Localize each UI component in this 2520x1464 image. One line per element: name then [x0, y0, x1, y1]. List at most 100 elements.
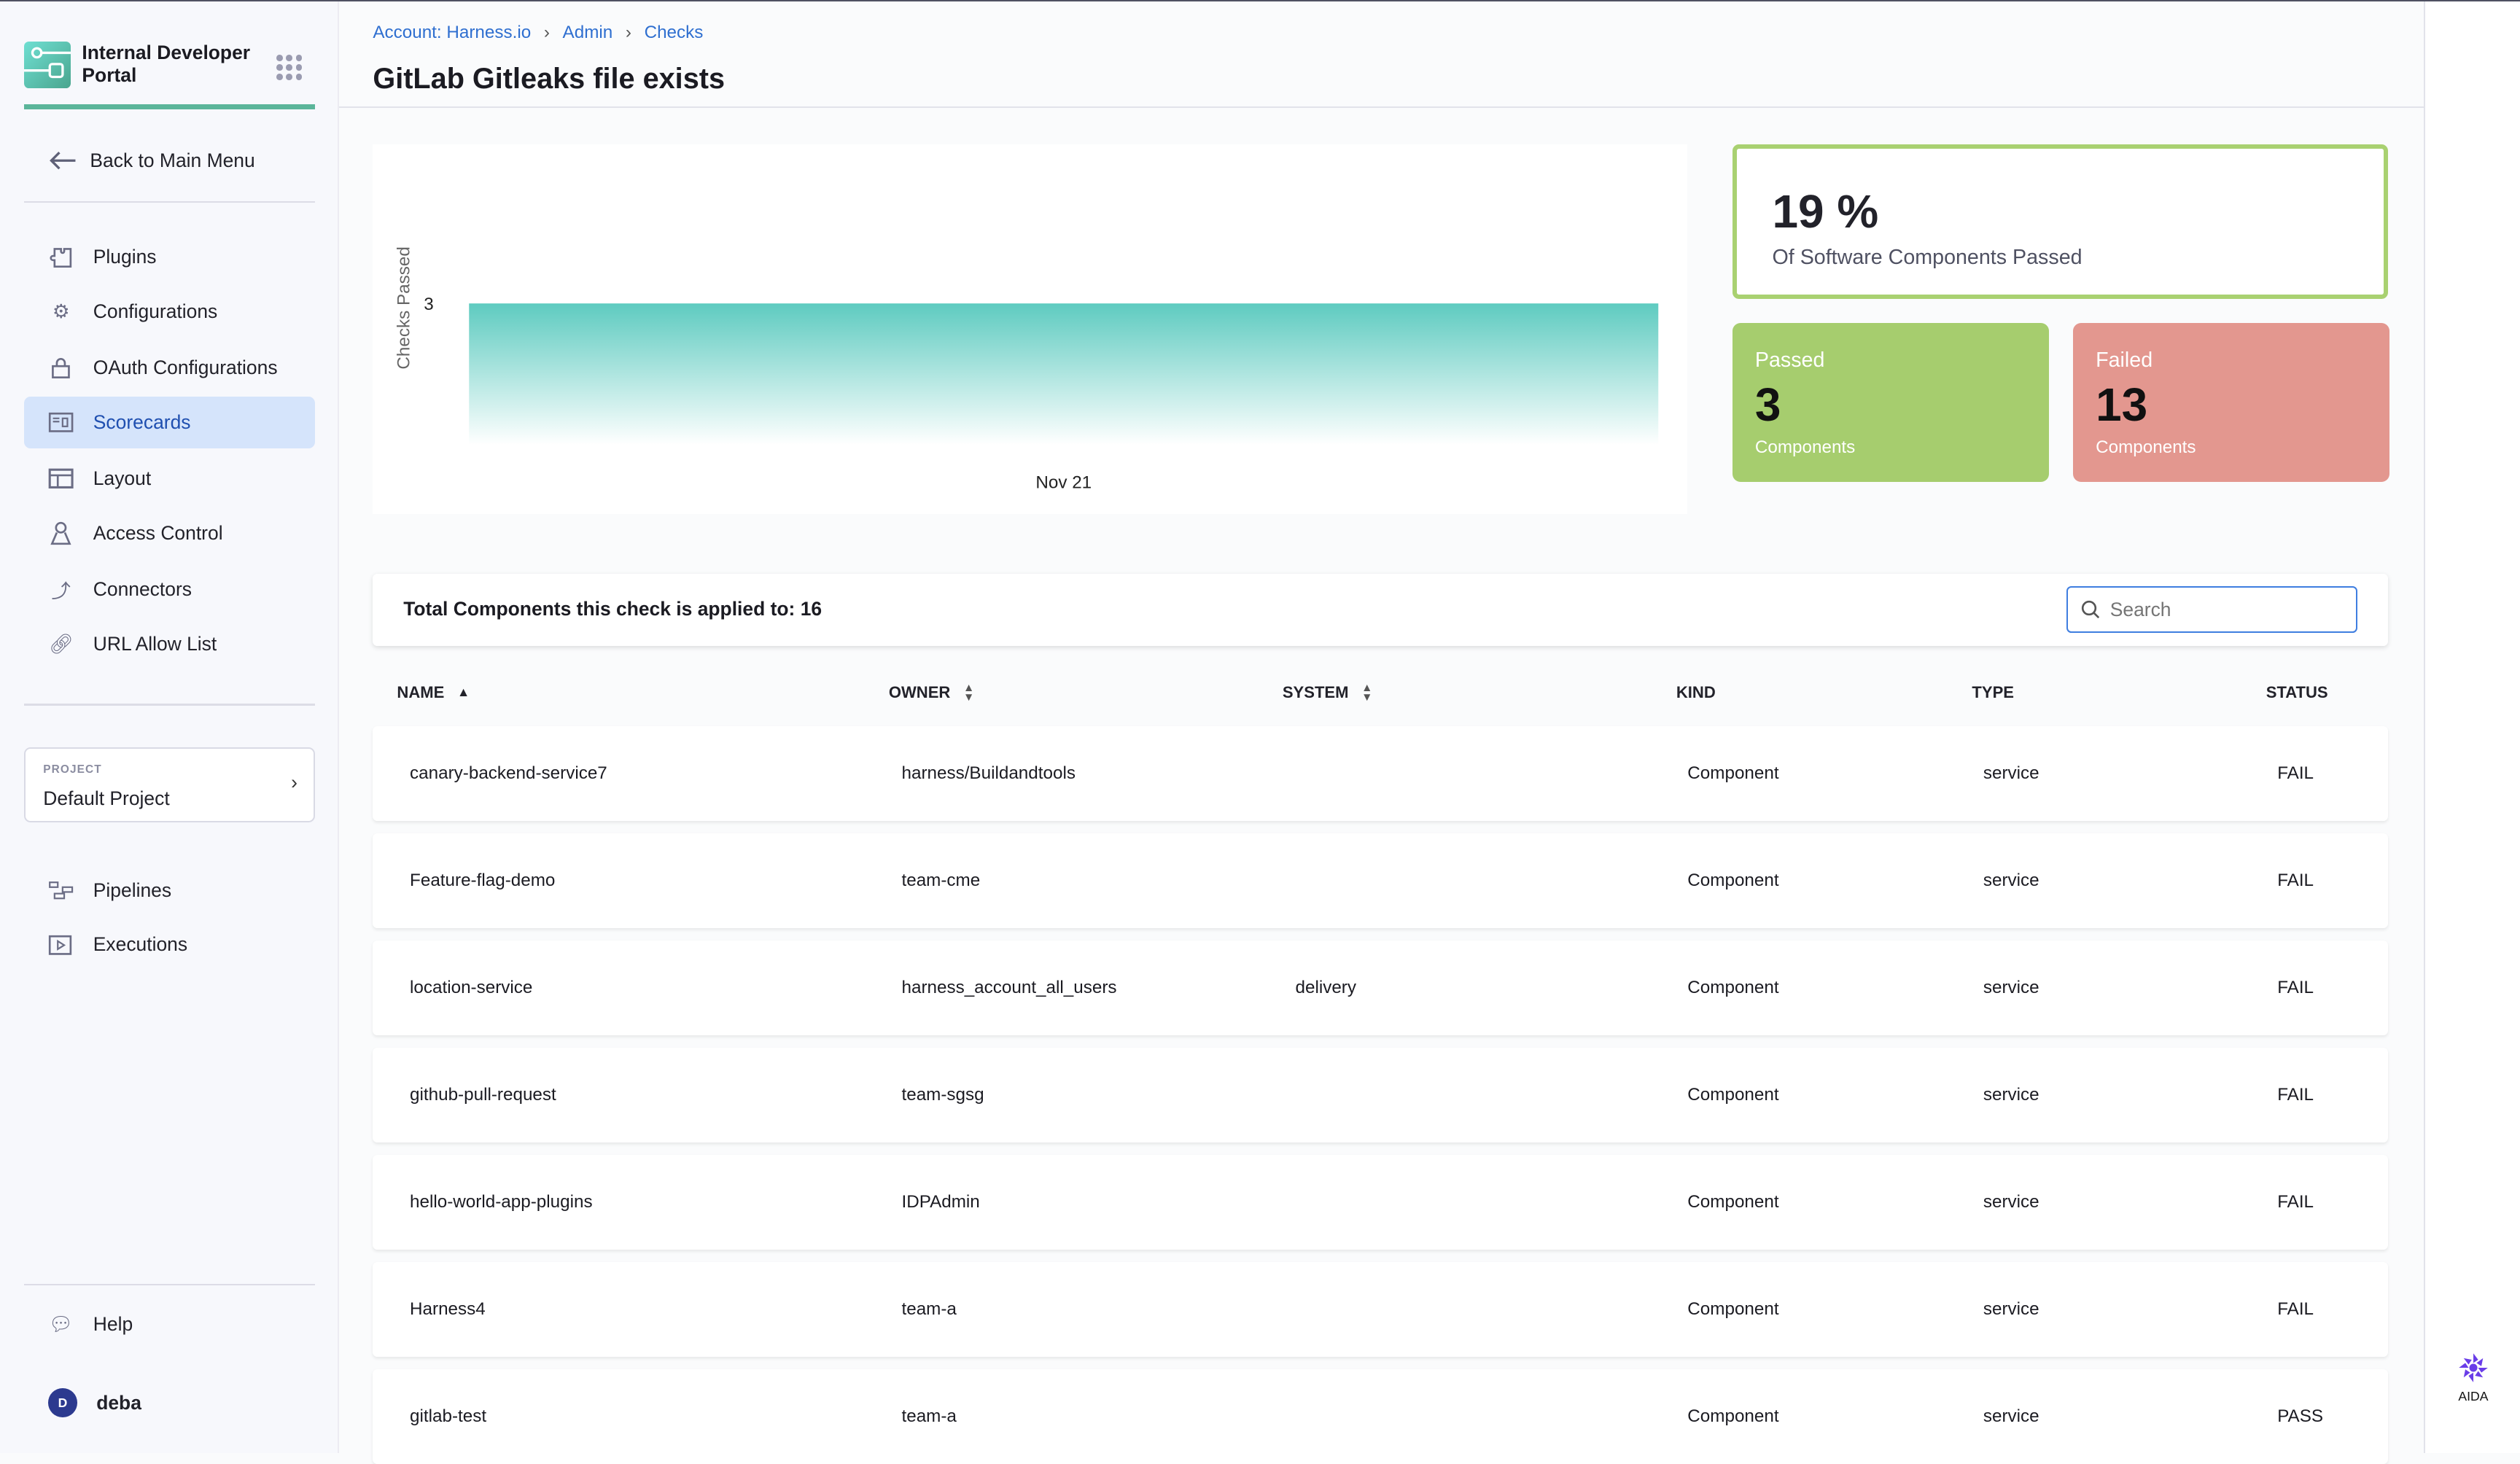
lock-icon	[48, 357, 74, 379]
aida-button[interactable]: AIDA	[2448, 1352, 2500, 1404]
cell-owner: team-sgsg	[901, 1084, 984, 1105]
cell-name: hello-world-app-plugins	[410, 1191, 593, 1212]
page-title: GitLab Gitleaks file exists	[373, 62, 726, 95]
brand-name: Internal Developer Portal	[82, 42, 251, 87]
cell-name: gitlab-test	[410, 1406, 487, 1427]
breadcrumb-checks[interactable]: Checks	[644, 22, 704, 42]
cell-kind: Component	[1687, 1084, 1779, 1105]
aida-icon	[2459, 1352, 2488, 1382]
search-box[interactable]	[2066, 586, 2358, 634]
table-row[interactable]: hello-world-app-plugins IDPAdmin Component…	[373, 1155, 2389, 1250]
table-row[interactable]: location-service harness_account_all_user…	[373, 941, 2389, 1036]
cell-name: canary-backend-service7	[410, 763, 607, 783]
cell-status: FAIL	[2277, 1299, 2314, 1319]
nav-label: Access Control	[93, 522, 223, 545]
area-series	[469, 303, 1659, 445]
divider	[24, 704, 315, 706]
search-input[interactable]	[2109, 598, 2336, 621]
right-rail: AIDA	[2423, 1, 2520, 1453]
cell-name: Feature-flag-demo	[410, 870, 556, 890]
nav-label: Executions	[93, 933, 188, 956]
cell-status: FAIL	[2277, 1084, 2314, 1105]
column-header-kind: KIND	[1676, 683, 1716, 702]
cell-owner: team-a	[901, 1299, 957, 1319]
column-header-system[interactable]: SYSTEM ▲ ▼	[1282, 682, 1372, 704]
project-selector[interactable]: PROJECT Default Project ›	[24, 747, 315, 823]
breadcrumb-account[interactable]: Account: Harness.io	[373, 22, 532, 42]
project-value: Default Project	[43, 787, 170, 809]
cell-kind: Component	[1687, 763, 1779, 783]
sidebar-item-plugins[interactable]: Plugins	[24, 231, 315, 283]
breadcrumb-admin[interactable]: Admin	[562, 22, 613, 42]
back-to-main-menu[interactable]: Back to Main Menu	[48, 149, 255, 172]
nav-label: URL Allow List	[93, 633, 217, 655]
passed-unit: Components	[1754, 437, 1856, 457]
cell-owner: team-a	[901, 1406, 957, 1427]
table-row[interactable]: gitlab-test team-a Component service PASS	[373, 1369, 2389, 1464]
cell-owner: IDPAdmin	[901, 1191, 980, 1212]
chart-svg: Checks Passed Nov 21 3	[394, 247, 1659, 493]
sidebar-item-connectors[interactable]: ⤴ Connectors	[24, 564, 315, 616]
cell-owner: harness/Buildandtools	[901, 763, 1076, 783]
sidebar-item-url-allow-list[interactable]: 🔗︎ URL Allow List	[24, 619, 315, 671]
passed-label: Passed	[1754, 349, 1825, 373]
sort-asc-icon: ▲	[456, 685, 470, 700]
nav-label: Help	[93, 1312, 133, 1335]
table-row[interactable]: Harness4 team-a Component service FAIL	[373, 1262, 2389, 1358]
failed-count: 13	[2096, 378, 2148, 431]
cell-status: FAIL	[2277, 977, 2314, 997]
column-header-type: TYPE	[1972, 683, 2014, 702]
table-toolbar: Total Components this check is applied t…	[373, 573, 2389, 647]
column-label: SYSTEM	[1282, 682, 1349, 701]
y-axis-label: Checks Passed	[394, 247, 414, 370]
link-icon: 🔗︎	[48, 633, 74, 655]
scorecard-icon	[48, 411, 74, 434]
failed-tile: Failed 13 Components	[2073, 323, 2390, 483]
search-icon	[2081, 601, 2100, 619]
divider	[24, 1284, 315, 1286]
window-top-border	[0, 0, 2520, 2]
cell-kind: Component	[1687, 1406, 1779, 1427]
chevron-right-icon: ›	[543, 22, 550, 42]
column-header-name[interactable]: NAME ▲	[397, 683, 470, 702]
execution-icon	[48, 934, 74, 957]
sidebar-item-access-control[interactable]: Access Control	[24, 507, 315, 559]
column-header-owner[interactable]: OWNER ▲ ▼	[889, 681, 975, 704]
user-name: deba	[96, 1391, 141, 1414]
cell-type: service	[1983, 1084, 2039, 1105]
passed-count: 3	[1754, 378, 1781, 431]
sidebar-item-layout[interactable]: Layout	[24, 453, 315, 505]
table-row[interactable]: canary-backend-service7 harness/Buildandt…	[373, 726, 2389, 822]
app-switcher-icon[interactable]	[276, 54, 303, 81]
breadcrumb: Account: Harness.io › Admin › Checks	[373, 23, 703, 43]
failed-unit: Components	[2096, 437, 2196, 457]
divider	[24, 200, 315, 203]
cell-type: service	[1983, 1191, 2039, 1212]
column-label: STATUS	[2266, 682, 2328, 701]
passed-tile: Passed 3 Components	[1732, 323, 2050, 483]
sidebar-item-configurations[interactable]: ⚙ Configurations	[24, 286, 315, 338]
cell-kind: Component	[1687, 870, 1779, 890]
connector-icon: ⤴	[51, 580, 71, 603]
cell-type: service	[1983, 763, 2039, 783]
cell-type: service	[1983, 870, 2039, 890]
cell-type: service	[1983, 1299, 2039, 1319]
sidebar-item-executions[interactable]: Executions	[24, 919, 315, 971]
sidebar-item-pipelines[interactable]: Pipelines	[24, 865, 315, 916]
cell-name: Harness4	[410, 1299, 486, 1319]
sidebar-item-scorecards[interactable]: Scorecards	[24, 397, 315, 448]
table-row[interactable]: Feature-flag-demo team-cme Component servic…	[373, 833, 2389, 929]
chevron-right-icon: ›	[291, 771, 298, 793]
pass-percentage-card: 19 % Of Software Components Passed	[1732, 144, 2389, 299]
sidebar-item-help[interactable]: 💬︎ Help	[24, 1298, 315, 1350]
arrow-left-icon	[50, 152, 76, 170]
nav-label: Pipelines	[93, 879, 172, 901]
column-label: NAME	[397, 682, 445, 701]
page-header: Account: Harness.io › Admin › Checks GitLa…	[339, 1, 2424, 108]
table-row[interactable]: github-pull-request team-sgsg Component ser…	[373, 1048, 2389, 1143]
project-label: PROJECT	[43, 763, 102, 776]
sidebar-item-oauth-configurations[interactable]: OAuth Configurations	[24, 342, 315, 394]
nav-label: Configurations	[93, 300, 218, 323]
sort-icon: ▲ ▼	[962, 681, 975, 704]
